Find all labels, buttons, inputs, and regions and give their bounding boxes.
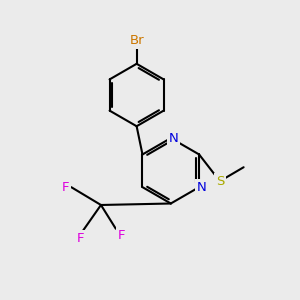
Text: N: N xyxy=(168,132,178,145)
Text: N: N xyxy=(196,181,206,194)
Text: S: S xyxy=(216,175,224,188)
Text: Br: Br xyxy=(129,34,144,47)
Text: F: F xyxy=(77,232,85,245)
Text: F: F xyxy=(62,181,70,194)
Text: F: F xyxy=(117,229,125,242)
